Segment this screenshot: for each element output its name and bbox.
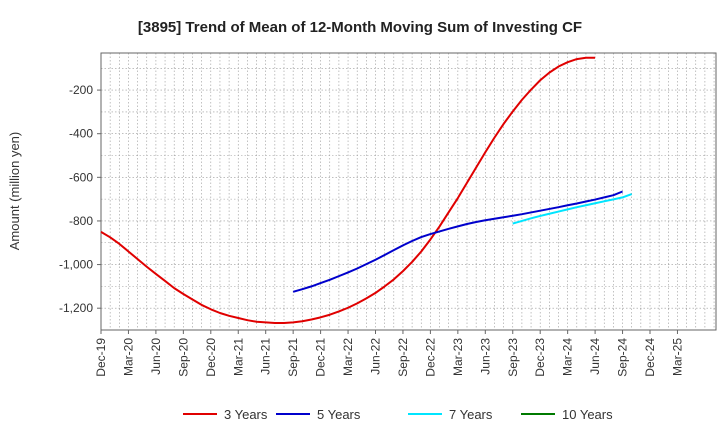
x-tick-label: Mar-20 <box>121 338 135 376</box>
legend-label: 7 Years <box>449 407 493 422</box>
series-line-3-years <box>100 56 596 325</box>
x-tick-label: Jun-22 <box>369 338 383 375</box>
plot-area <box>100 52 717 331</box>
x-tick-label: Sep-23 <box>506 338 520 377</box>
x-tick-label: Dec-24 <box>643 338 657 377</box>
x-tick-label: Sep-24 <box>616 338 630 377</box>
x-tick-label: Sep-20 <box>176 338 190 377</box>
legend-label: 10 Years <box>562 407 613 422</box>
x-tick-label: Dec-19 <box>94 338 108 377</box>
grid <box>101 53 716 330</box>
y-tick-label: -200 <box>69 83 93 97</box>
legend-label: 3 Years <box>224 407 268 422</box>
series-line-7-years <box>512 193 633 225</box>
x-tick-label: Mar-22 <box>341 338 355 376</box>
x-axis: Dec-19 Mar-20 Jun-20 Sep-20 Dec-20 Mar-21 Jun-… <box>94 330 684 377</box>
y-tick-label: -600 <box>69 170 93 184</box>
x-tick-label: Jun-20 <box>149 338 163 375</box>
y-tick-label: -800 <box>69 214 93 228</box>
y-axis: -200 -400 -600 -800 -1,000 -1,200 <box>59 83 101 315</box>
x-tick-label: Jun-23 <box>478 338 492 375</box>
legend-label: 5 Years <box>317 407 361 422</box>
series-lines <box>100 56 633 325</box>
y-tick-label: -400 <box>69 127 93 141</box>
x-tick-label: Mar-23 <box>451 338 465 376</box>
x-tick-label: Mar-24 <box>561 338 575 376</box>
x-tick-label: Dec-23 <box>533 338 547 377</box>
x-tick-label: Jun-24 <box>588 338 602 375</box>
x-tick-label: Dec-20 <box>204 338 218 377</box>
x-tick-label: Jun-21 <box>259 338 273 375</box>
x-tick-label: Dec-22 <box>423 338 437 377</box>
x-tick-label: Dec-21 <box>314 338 328 377</box>
y-tick-label: -1,200 <box>59 301 93 315</box>
y-axis-label: Amount (million yen) <box>7 132 22 251</box>
x-tick-label: Sep-21 <box>286 338 300 377</box>
chart-title: [3895] Trend of Mean of 12-Month Moving … <box>138 19 582 36</box>
series-line-5-years <box>292 190 623 293</box>
x-tick-label: Mar-25 <box>670 338 684 376</box>
legend: 3 Years 5 Years 7 Years 10 Years <box>183 407 613 422</box>
x-tick-label: Mar-21 <box>231 338 245 376</box>
y-tick-label: -1,000 <box>59 258 93 272</box>
x-tick-label: Sep-22 <box>396 338 410 377</box>
